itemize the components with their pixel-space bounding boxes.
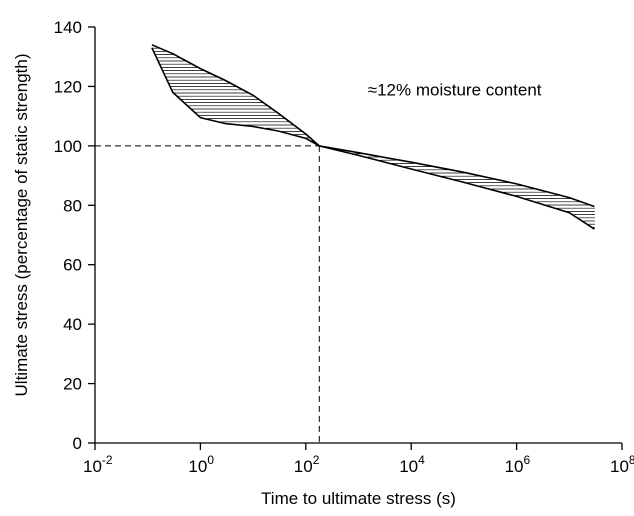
x-tick-label: 100 [188,453,214,476]
y-tick-label: 0 [73,434,82,453]
x-tick-label: 108 [610,453,634,476]
y-tick-label: 60 [63,256,82,275]
y-axis-title: Ultimate stress (percentage of static st… [12,54,31,397]
y-tick-label: 40 [63,315,82,334]
x-tick-label: 10-2 [83,453,113,476]
x-tick-label: 104 [399,453,425,476]
annotation-moisture: ≈12% moisture content [368,80,542,99]
x-axis-ticks: 10-2 100 102 104 106 108 [83,443,634,476]
band-hatching [152,47,595,228]
x-tick-label: 102 [294,453,320,476]
y-tick-label: 120 [54,77,82,96]
y-tick-label: 20 [63,375,82,394]
y-tick-label: 100 [54,137,82,156]
y-tick-label: 80 [63,196,82,215]
upper-band-curve [151,44,595,208]
y-tick-label: 140 [54,18,82,37]
x-axis-title: Time to ultimate stress (s) [261,489,456,508]
y-axis-ticks: 0 20 40 60 80 100 120 140 [54,18,95,453]
lower-band-curve [151,47,595,230]
x-tick-label: 106 [505,453,531,476]
